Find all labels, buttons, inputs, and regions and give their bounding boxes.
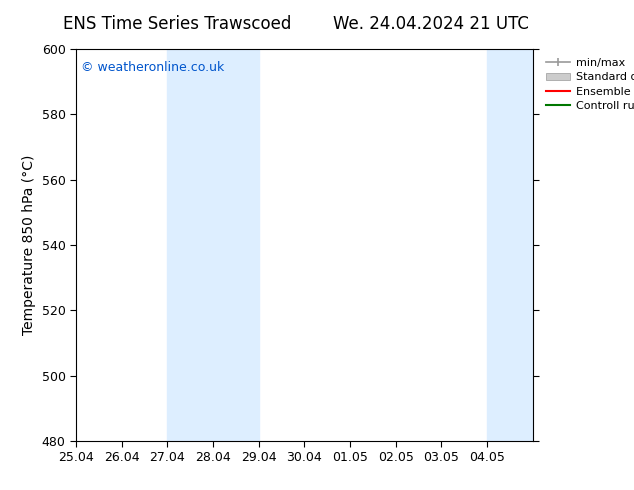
Text: ENS Time Series Trawscoed: ENS Time Series Trawscoed <box>63 15 292 33</box>
Text: © weatheronline.co.uk: © weatheronline.co.uk <box>81 61 224 74</box>
Bar <box>167 49 259 441</box>
Legend: min/max, Standard deviation, Ensemble mean run, Controll run: min/max, Standard deviation, Ensemble me… <box>543 54 634 115</box>
Y-axis label: Temperature 850 hPa (°C): Temperature 850 hPa (°C) <box>22 155 36 335</box>
Text: We. 24.04.2024 21 UTC: We. 24.04.2024 21 UTC <box>333 15 529 33</box>
Bar <box>487 49 533 441</box>
